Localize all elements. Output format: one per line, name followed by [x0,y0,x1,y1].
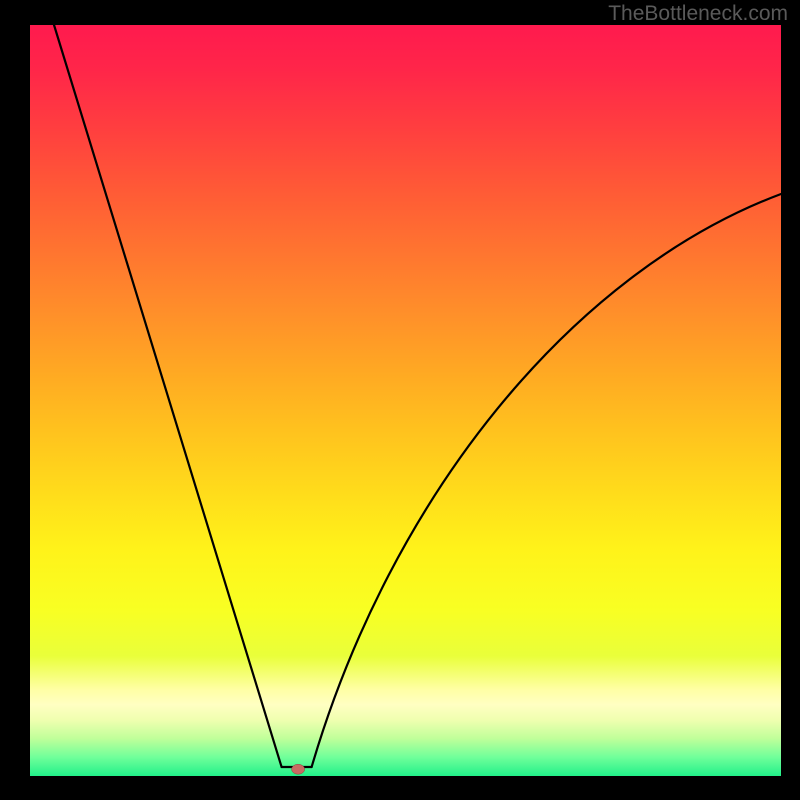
plot-background [30,25,781,776]
chart-frame: TheBottleneck.com [0,0,800,800]
bottleneck-chart [0,0,800,800]
watermark-text: TheBottleneck.com [608,2,788,26]
valley-marker [292,764,305,774]
